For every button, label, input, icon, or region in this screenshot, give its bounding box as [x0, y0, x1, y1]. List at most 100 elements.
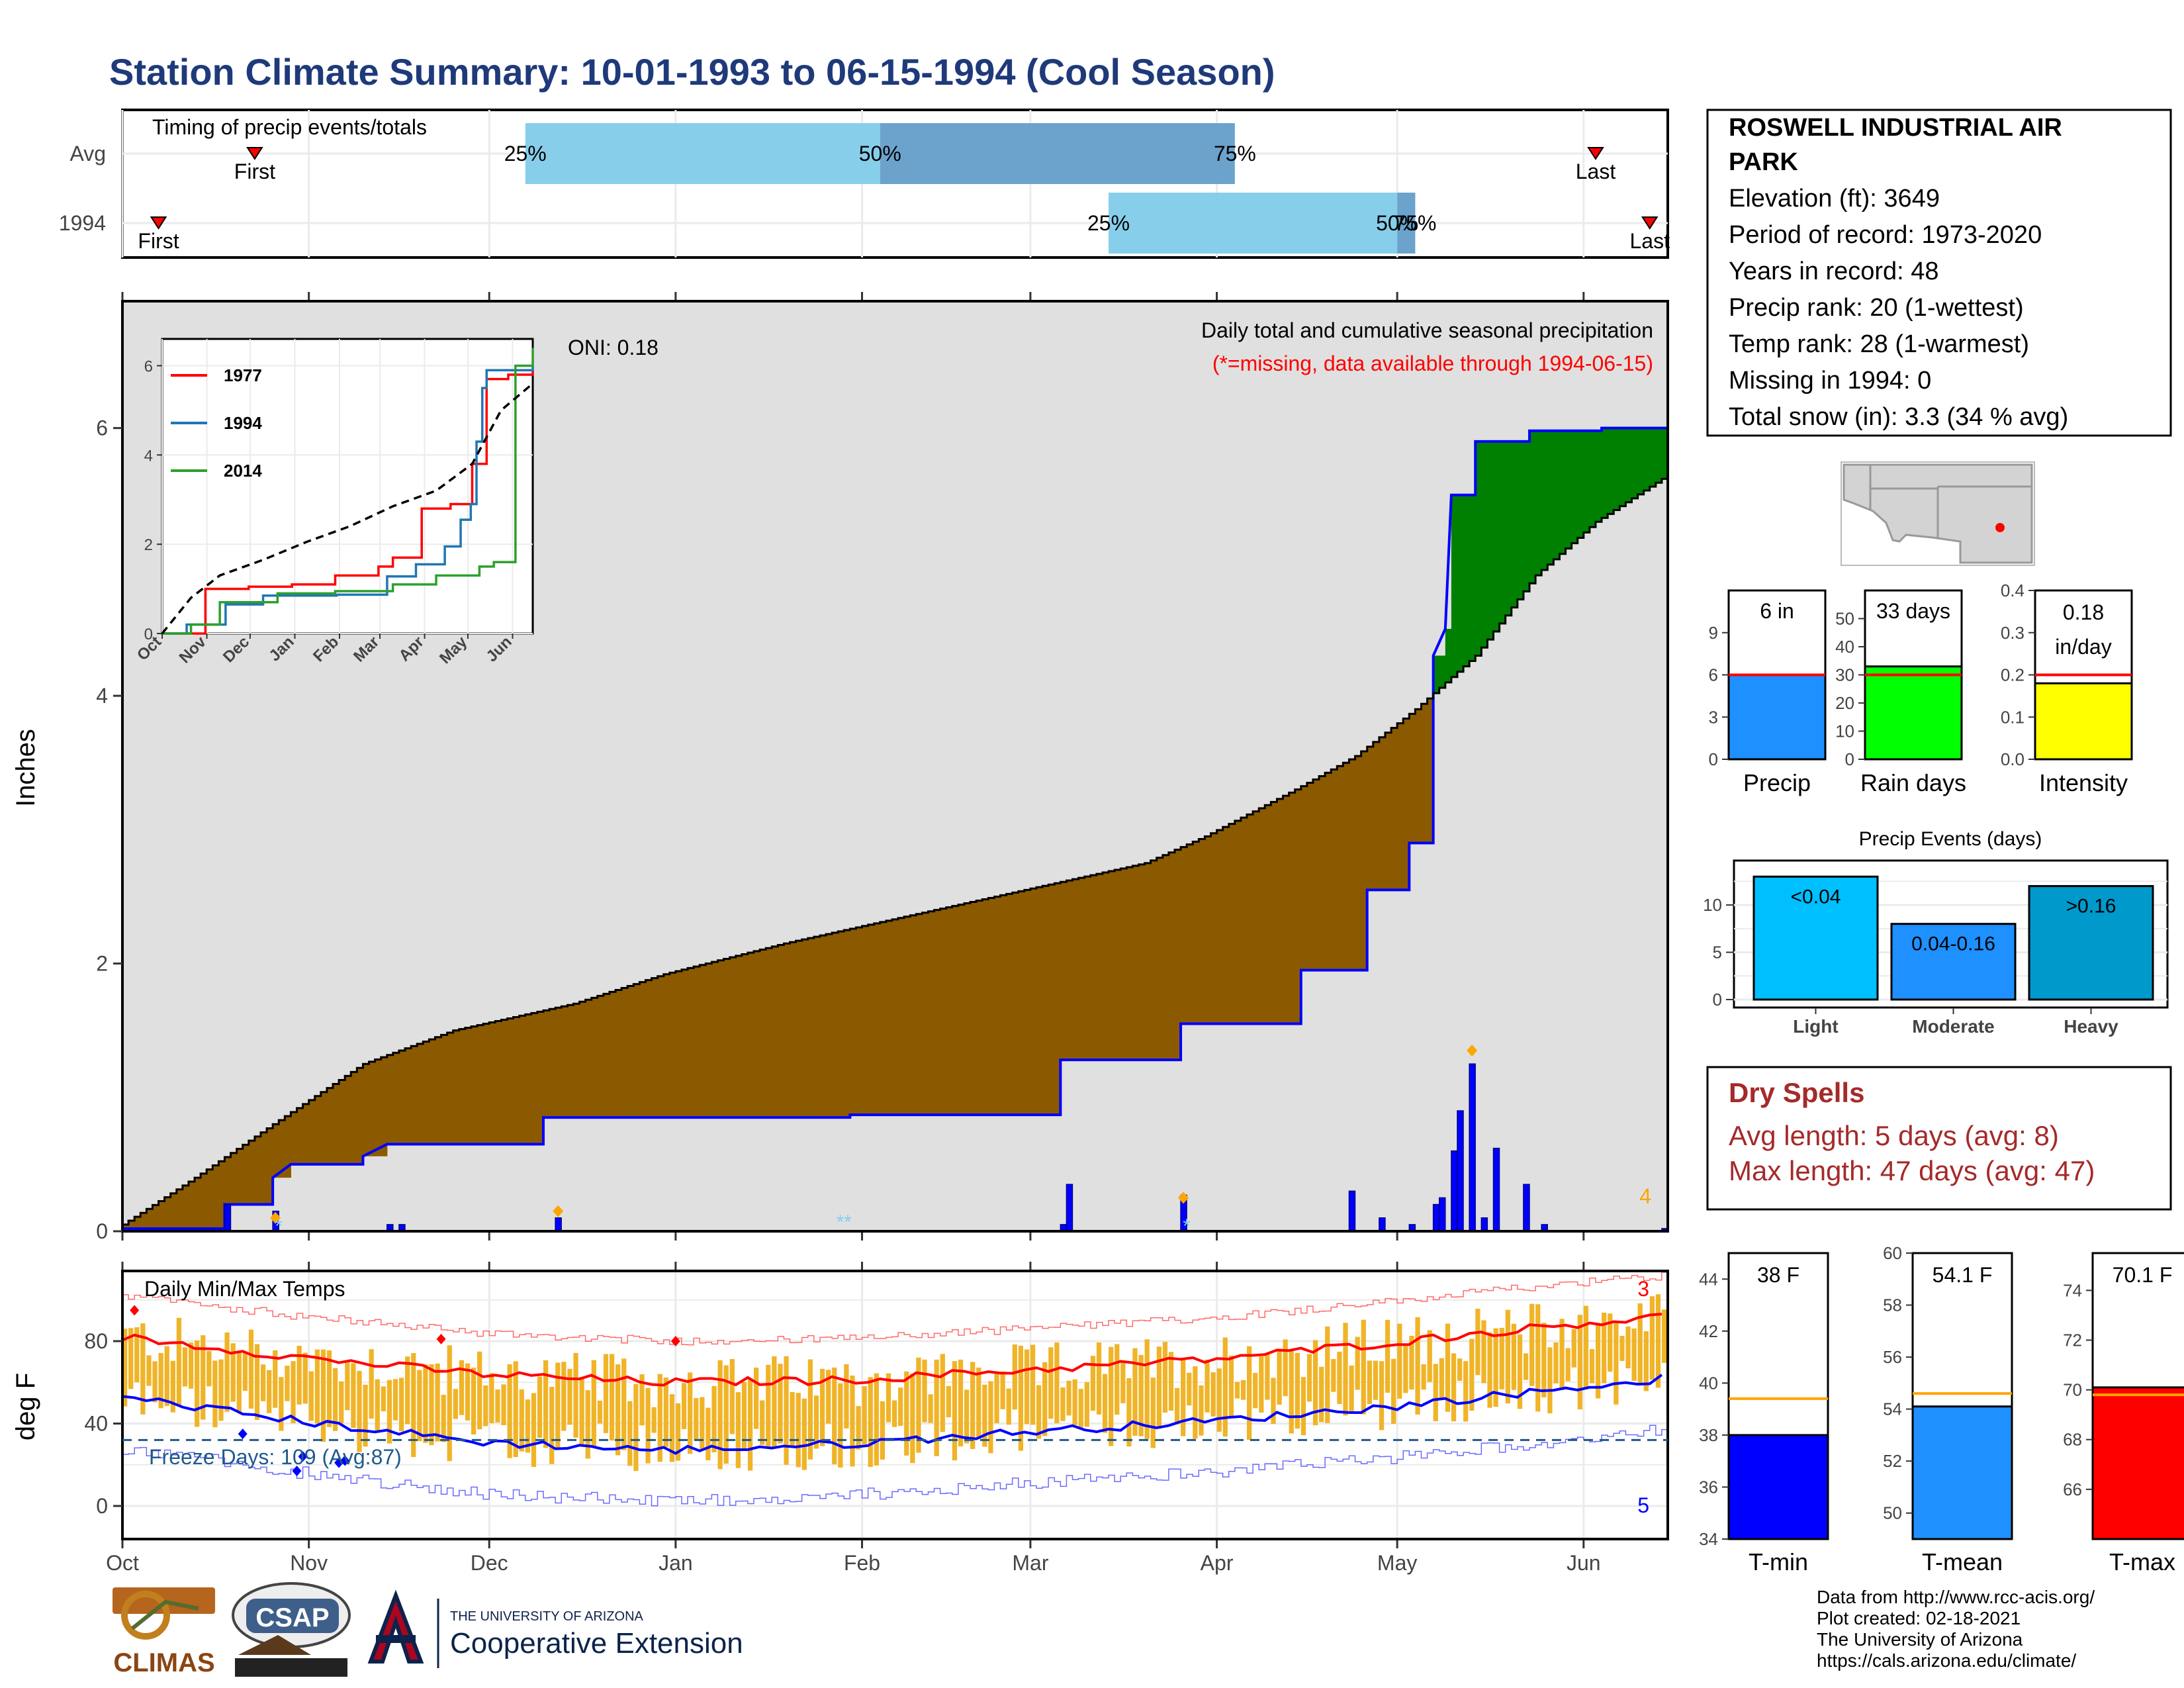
dry-area — [465, 1027, 472, 1145]
daily-precip-bar — [555, 1217, 562, 1232]
dry-area — [819, 935, 827, 1118]
dry-area — [477, 1025, 484, 1145]
daily-temp-bar — [1210, 1372, 1216, 1417]
events-ytick-label: 10 — [1703, 895, 1722, 915]
daily-temp-bar — [807, 1359, 813, 1460]
dry-spells-max: Max length: 47 days (avg: 47) — [1729, 1155, 2095, 1186]
temp-summary-ytick-label: 56 — [1883, 1347, 1902, 1367]
daily-temp-bar — [429, 1364, 434, 1446]
dry-area — [495, 1021, 502, 1145]
dry-area — [1150, 860, 1158, 1060]
daily-temp-bar — [1090, 1356, 1096, 1411]
daily-temp-bar — [579, 1377, 584, 1446]
daily-temp-bar — [784, 1356, 789, 1465]
timing-last-label: Last — [1576, 160, 1616, 183]
daily-temp-bar — [813, 1395, 819, 1449]
dry-area — [561, 1006, 568, 1118]
inset-line-2014 — [162, 348, 534, 635]
daily-temp-bar — [1379, 1361, 1385, 1430]
dry-area — [1409, 714, 1416, 843]
daily-temp-bar — [976, 1367, 981, 1440]
daily-temp-bar — [1463, 1361, 1469, 1422]
daily-temp-bar — [345, 1360, 350, 1411]
daily-temp-bar — [1493, 1328, 1498, 1407]
dry-area — [603, 994, 610, 1118]
dry-area — [790, 942, 797, 1118]
daily-temp-bar — [417, 1370, 422, 1442]
wet-area — [1625, 428, 1633, 502]
daily-temp-bar — [964, 1389, 970, 1444]
temp-summary-ytick-label: 60 — [1883, 1243, 1902, 1263]
daily-temp-bar — [898, 1387, 903, 1427]
daily-temp-bar — [916, 1357, 921, 1453]
last-marker-icon — [1587, 147, 1604, 160]
daily-temp-bar — [627, 1401, 633, 1466]
daily-temp-bar — [952, 1361, 958, 1461]
dry-area — [645, 980, 653, 1118]
daily-temp-bar — [1306, 1354, 1312, 1402]
snow-marker-icon: * — [275, 1215, 283, 1237]
record-marker-icon — [1178, 1192, 1189, 1204]
dry-area — [639, 982, 647, 1118]
wet-area — [1433, 655, 1440, 694]
record-low-marker-icon — [298, 1451, 308, 1462]
daily-temp-bar — [1469, 1338, 1475, 1411]
freeze-days-label: Freeze Days: 109 (Avg:87) — [149, 1445, 402, 1469]
wet-area — [1589, 430, 1596, 528]
dry-area — [1253, 811, 1259, 1024]
daily-temp-bar — [1367, 1360, 1372, 1405]
daily-temp-bar — [242, 1351, 248, 1391]
daily-temp-bar — [1391, 1358, 1396, 1424]
precip-missing-note: (*=missing, data available through 1994-… — [1212, 352, 1653, 375]
dry-area — [591, 998, 598, 1118]
timing-first-label: First — [234, 160, 275, 183]
daily-temp-bar — [741, 1382, 747, 1450]
dry-area — [555, 1008, 562, 1118]
first-marker-icon — [150, 216, 167, 230]
daily-temp-bar — [1439, 1358, 1445, 1400]
dry-area — [531, 1013, 538, 1145]
dry-area — [1247, 814, 1253, 1024]
dry-area — [357, 1068, 364, 1164]
snow-marker-icon: ** — [837, 1211, 852, 1233]
mini-bar-value: 0.18 in/day — [2055, 600, 2111, 659]
dry-area — [1373, 741, 1380, 890]
temp-summary-ytick-label: 42 — [1699, 1321, 1718, 1341]
daily-temp-bar — [904, 1371, 909, 1456]
daily-temp-bar — [447, 1345, 452, 1462]
wet-area — [1637, 428, 1645, 494]
dry-area — [1222, 827, 1230, 1024]
dry-area — [700, 964, 706, 1118]
dry-area — [363, 1064, 370, 1156]
dry-area — [314, 1096, 322, 1164]
dry-area — [417, 1043, 424, 1145]
daily-temp-bar — [735, 1392, 741, 1468]
ua-big-text: Cooperative Extension — [450, 1627, 743, 1660]
dry-area — [1012, 892, 1019, 1115]
daily-temp-bar — [645, 1387, 651, 1464]
dry-area — [387, 1055, 394, 1145]
daily-temp-bar — [1523, 1353, 1529, 1380]
dry-area — [735, 955, 743, 1118]
dry-area — [1325, 773, 1332, 970]
daily-temp-bar — [357, 1370, 362, 1452]
dry-area — [176, 1189, 183, 1229]
daily-temp-bar — [212, 1360, 218, 1428]
daily-temp-bar — [1240, 1380, 1246, 1400]
event-bar-label: Heavy — [2064, 1016, 2118, 1037]
daily-temp-bar — [633, 1383, 639, 1472]
wet-area — [1535, 430, 1542, 576]
dry-area — [332, 1084, 340, 1164]
mini-bar-rain-days — [1864, 665, 1963, 761]
daily-temp-bar — [182, 1347, 188, 1387]
daily-temp-bar — [1253, 1372, 1258, 1409]
timing-label: Timing of precip events/totals — [152, 115, 427, 139]
dry-area — [1319, 776, 1326, 970]
mini-bar-label: Precip — [1743, 769, 1811, 796]
temp-summary-ytick-label: 40 — [1699, 1373, 1718, 1393]
dry-area — [459, 1029, 466, 1145]
daily-temp-bar — [459, 1360, 465, 1415]
precip-panel-frame — [121, 300, 1669, 1233]
credit-line: https://cals.arizona.edu/climate/ — [1817, 1650, 2076, 1671]
